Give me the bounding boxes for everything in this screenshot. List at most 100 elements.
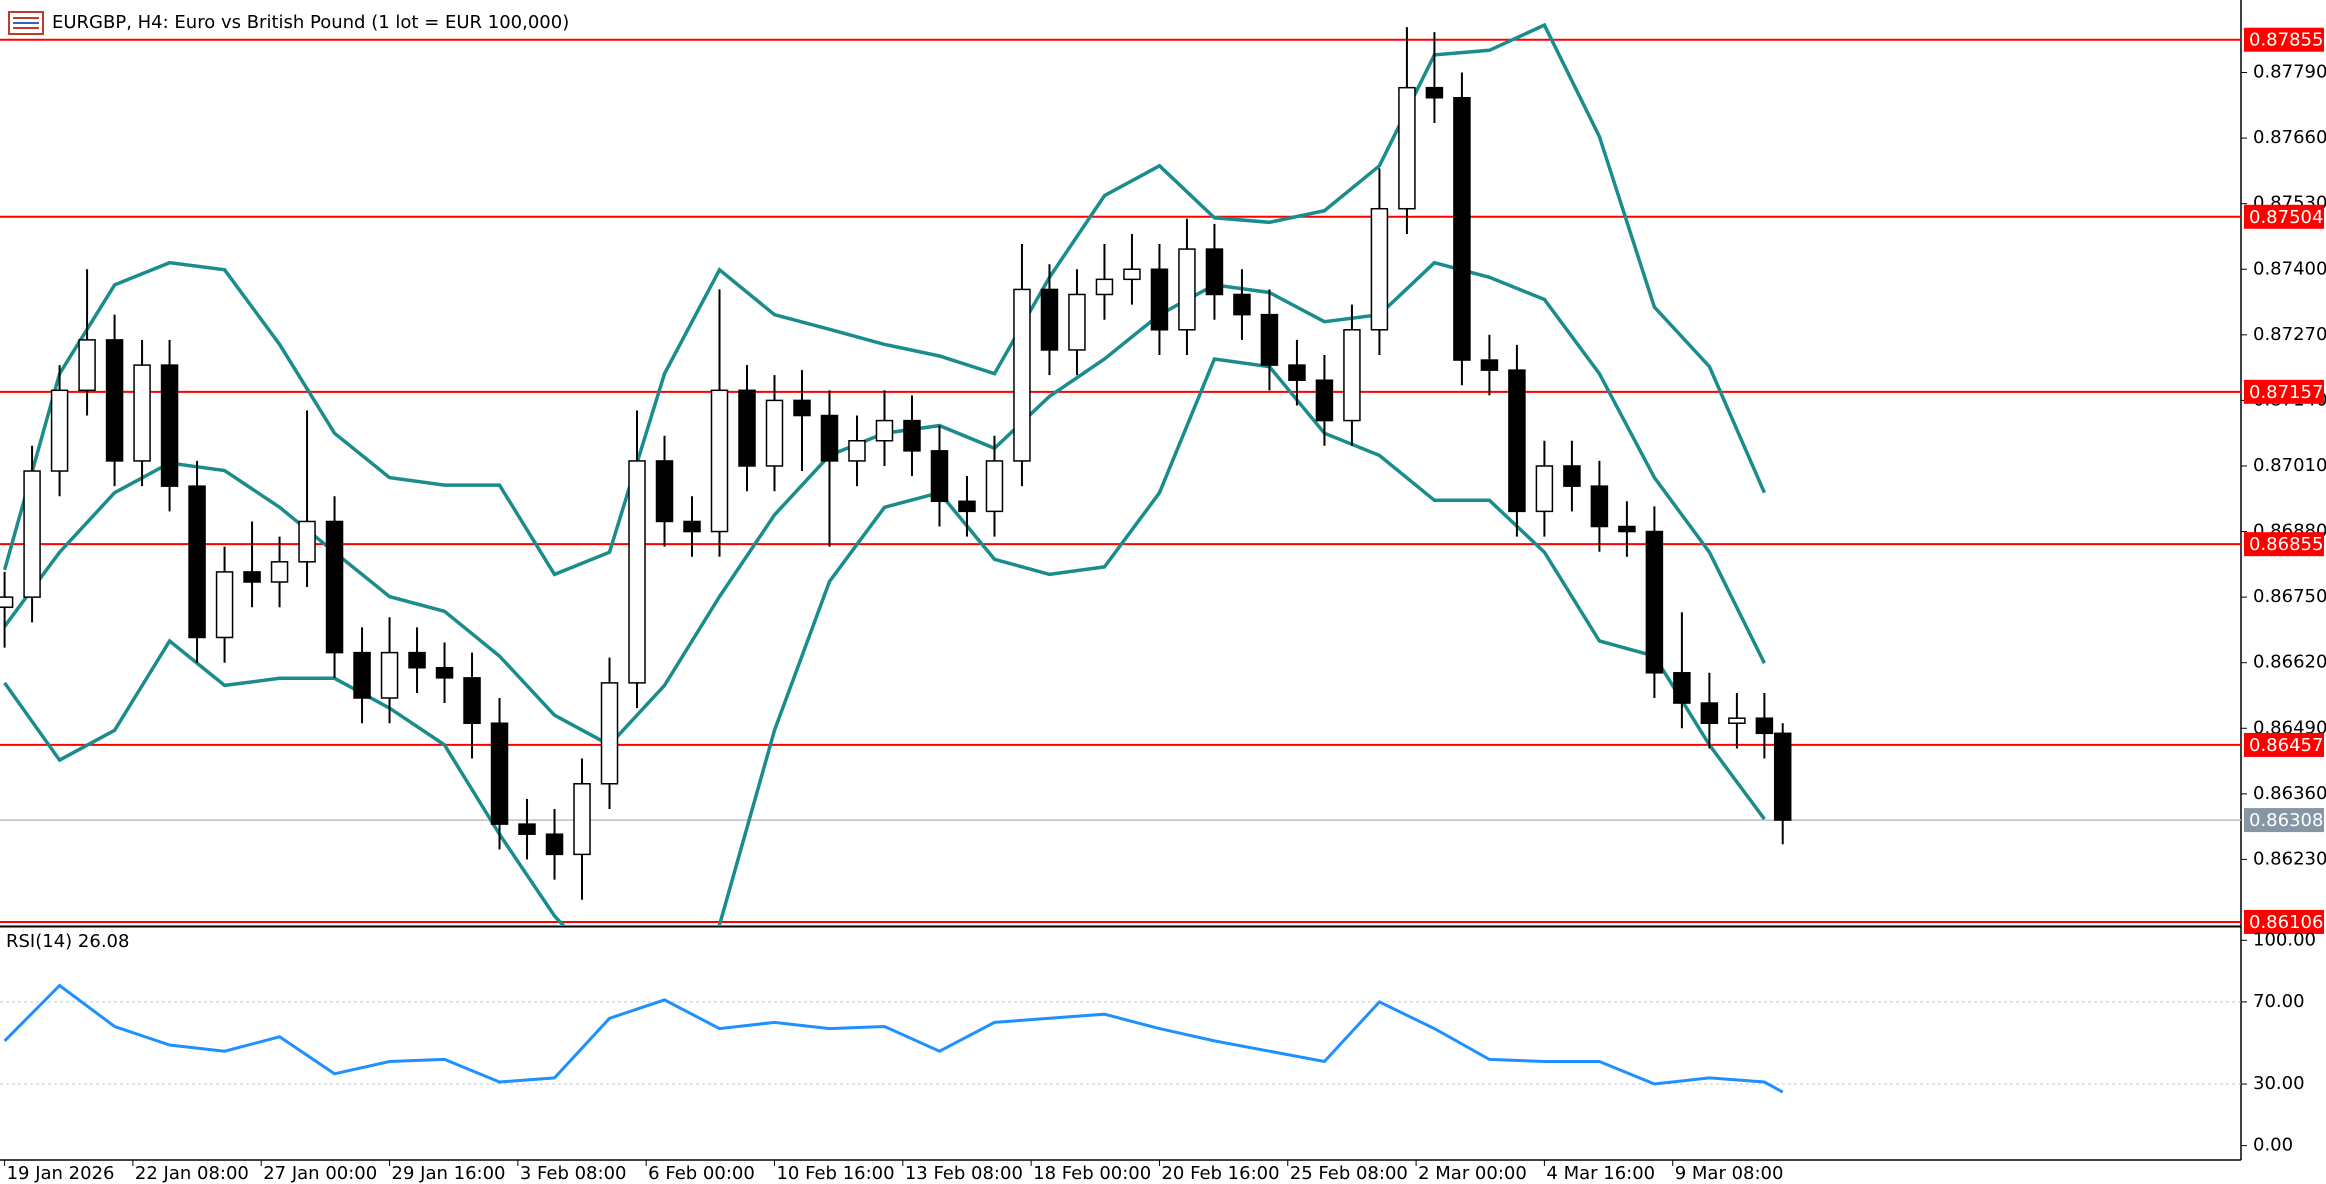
- x-tick-label: 25 Feb 08:00: [1290, 1163, 1408, 1184]
- candle-body: [1508, 369, 1526, 513]
- level-label-box: [2244, 27, 2324, 52]
- candle-body: [1398, 86, 1416, 210]
- candle-body: [1095, 278, 1114, 296]
- candle-body: [1205, 248, 1224, 296]
- y-tick-label: 0.87790: [2253, 62, 2326, 83]
- candle-body: [765, 399, 784, 467]
- rsi-title: RSI(14) 26.08: [6, 931, 129, 952]
- candle-body: [793, 399, 811, 417]
- last-price-label: 0.86308: [2249, 810, 2323, 831]
- y-tick-label: 0.86360: [2253, 783, 2326, 804]
- candle-body: [105, 339, 124, 462]
- candle-body: [490, 722, 509, 825]
- x-tick-label: 27 Jan 00:00: [263, 1163, 377, 1184]
- candle-body: [1755, 717, 1774, 735]
- candle-body: [1315, 379, 1334, 422]
- rsi-line: [3, 983, 1784, 1094]
- y-tick-label: 0.00: [2253, 1135, 2293, 1156]
- level-label: 0.86457: [2249, 735, 2323, 756]
- candle-body: [628, 460, 646, 684]
- candle-body: [325, 520, 344, 654]
- candle-body: [1480, 359, 1499, 371]
- y-tick-label: 0.87400: [2253, 258, 2326, 279]
- candle-body: [1343, 329, 1361, 422]
- y-tick-label: 0.86620: [2253, 652, 2326, 673]
- price-plot: [0, 22, 2241, 925]
- y-tick-label: 0.87010: [2253, 455, 2326, 476]
- candle-body: [1673, 672, 1691, 704]
- candle-body: [820, 414, 839, 462]
- candle-body: [1535, 465, 1554, 513]
- candle-body: [1425, 86, 1444, 99]
- candle-body: [655, 460, 674, 523]
- x-tick-label: 3 Feb 08:00: [520, 1163, 627, 1184]
- x-tick-label: 19 Jan 2026: [7, 1163, 115, 1184]
- candle-body: [545, 833, 564, 856]
- x-tick-label: 6 Feb 00:00: [648, 1163, 755, 1184]
- candle-body: [435, 666, 454, 679]
- level-label: 0.86106: [2249, 912, 2323, 933]
- candle-body: [1233, 293, 1251, 316]
- symbol-icon: [8, 11, 44, 35]
- candle-body: [738, 389, 756, 467]
- candle-body: [958, 500, 976, 513]
- candle-body: [160, 364, 179, 487]
- last-price-box: [2244, 808, 2324, 833]
- x-tick-label: 4 Mar 16:00: [1546, 1163, 1655, 1184]
- candle-body: [1728, 717, 1746, 724]
- candle-body: [1453, 97, 1471, 361]
- candle-body: [188, 485, 206, 639]
- candle-body: [875, 419, 894, 442]
- y-tick-label: 0.86230: [2253, 848, 2326, 869]
- candle-body: [1618, 525, 1636, 533]
- candle-body: [1260, 313, 1279, 366]
- x-tick-label: 9 Mar 08:00: [1675, 1163, 1784, 1184]
- candle-body: [683, 520, 701, 533]
- level-label: 0.87157: [2249, 382, 2323, 403]
- candle-body: [1700, 702, 1719, 724]
- candle-body: [930, 450, 949, 503]
- candle-body: [353, 651, 371, 699]
- level-label-box: [2244, 204, 2324, 229]
- candle-body: [600, 682, 619, 785]
- candle-body: [1150, 268, 1169, 331]
- y-tick-label: 70.00: [2253, 991, 2305, 1012]
- x-tick-label: 2 Mar 00:00: [1418, 1163, 1527, 1184]
- candle-body: [710, 389, 729, 533]
- chart-title: EURGBP, H4: Euro vs British Pound (1 lot…: [52, 12, 569, 33]
- x-tick-label: 13 Feb 08:00: [905, 1163, 1023, 1184]
- level-label: 0.87855: [2249, 30, 2323, 51]
- candle-body: [270, 561, 289, 583]
- candle-body: [1563, 465, 1581, 487]
- x-tick-label: 29 Jan 16:00: [392, 1163, 506, 1184]
- level-label-box: [2244, 732, 2324, 757]
- candle-body: [23, 470, 41, 598]
- candle-body: [985, 460, 1004, 513]
- y-tick-label: 0.86750: [2253, 586, 2326, 607]
- level-label-box: [2244, 532, 2324, 557]
- candle-body: [1068, 293, 1086, 351]
- candle-body: [573, 783, 591, 856]
- candle-body: [463, 677, 481, 724]
- candle-body: [243, 571, 261, 583]
- candle-body: [1178, 248, 1196, 331]
- x-tick-label: 22 Jan 08:00: [135, 1163, 249, 1184]
- candle-body: [518, 823, 536, 835]
- x-tick-label: 10 Feb 16:00: [776, 1163, 894, 1184]
- level-label: 0.87504: [2249, 207, 2323, 228]
- band-line: [3, 357, 1766, 925]
- candle-body: [1773, 732, 1792, 821]
- candle-body: [1123, 268, 1141, 281]
- candle-body: [1013, 288, 1031, 462]
- x-tick-label: 20 Feb 16:00: [1161, 1163, 1279, 1184]
- candle-body: [408, 651, 426, 669]
- candle-body: [1040, 288, 1059, 351]
- level-label: 0.86855: [2249, 534, 2323, 555]
- candle-body: [1590, 485, 1609, 528]
- candle-body: [903, 419, 921, 452]
- y-tick-label: 0.87660: [2253, 127, 2326, 148]
- candle-body: [298, 520, 316, 563]
- y-tick-label: 0.87270: [2253, 324, 2326, 345]
- candle-body: [215, 571, 234, 639]
